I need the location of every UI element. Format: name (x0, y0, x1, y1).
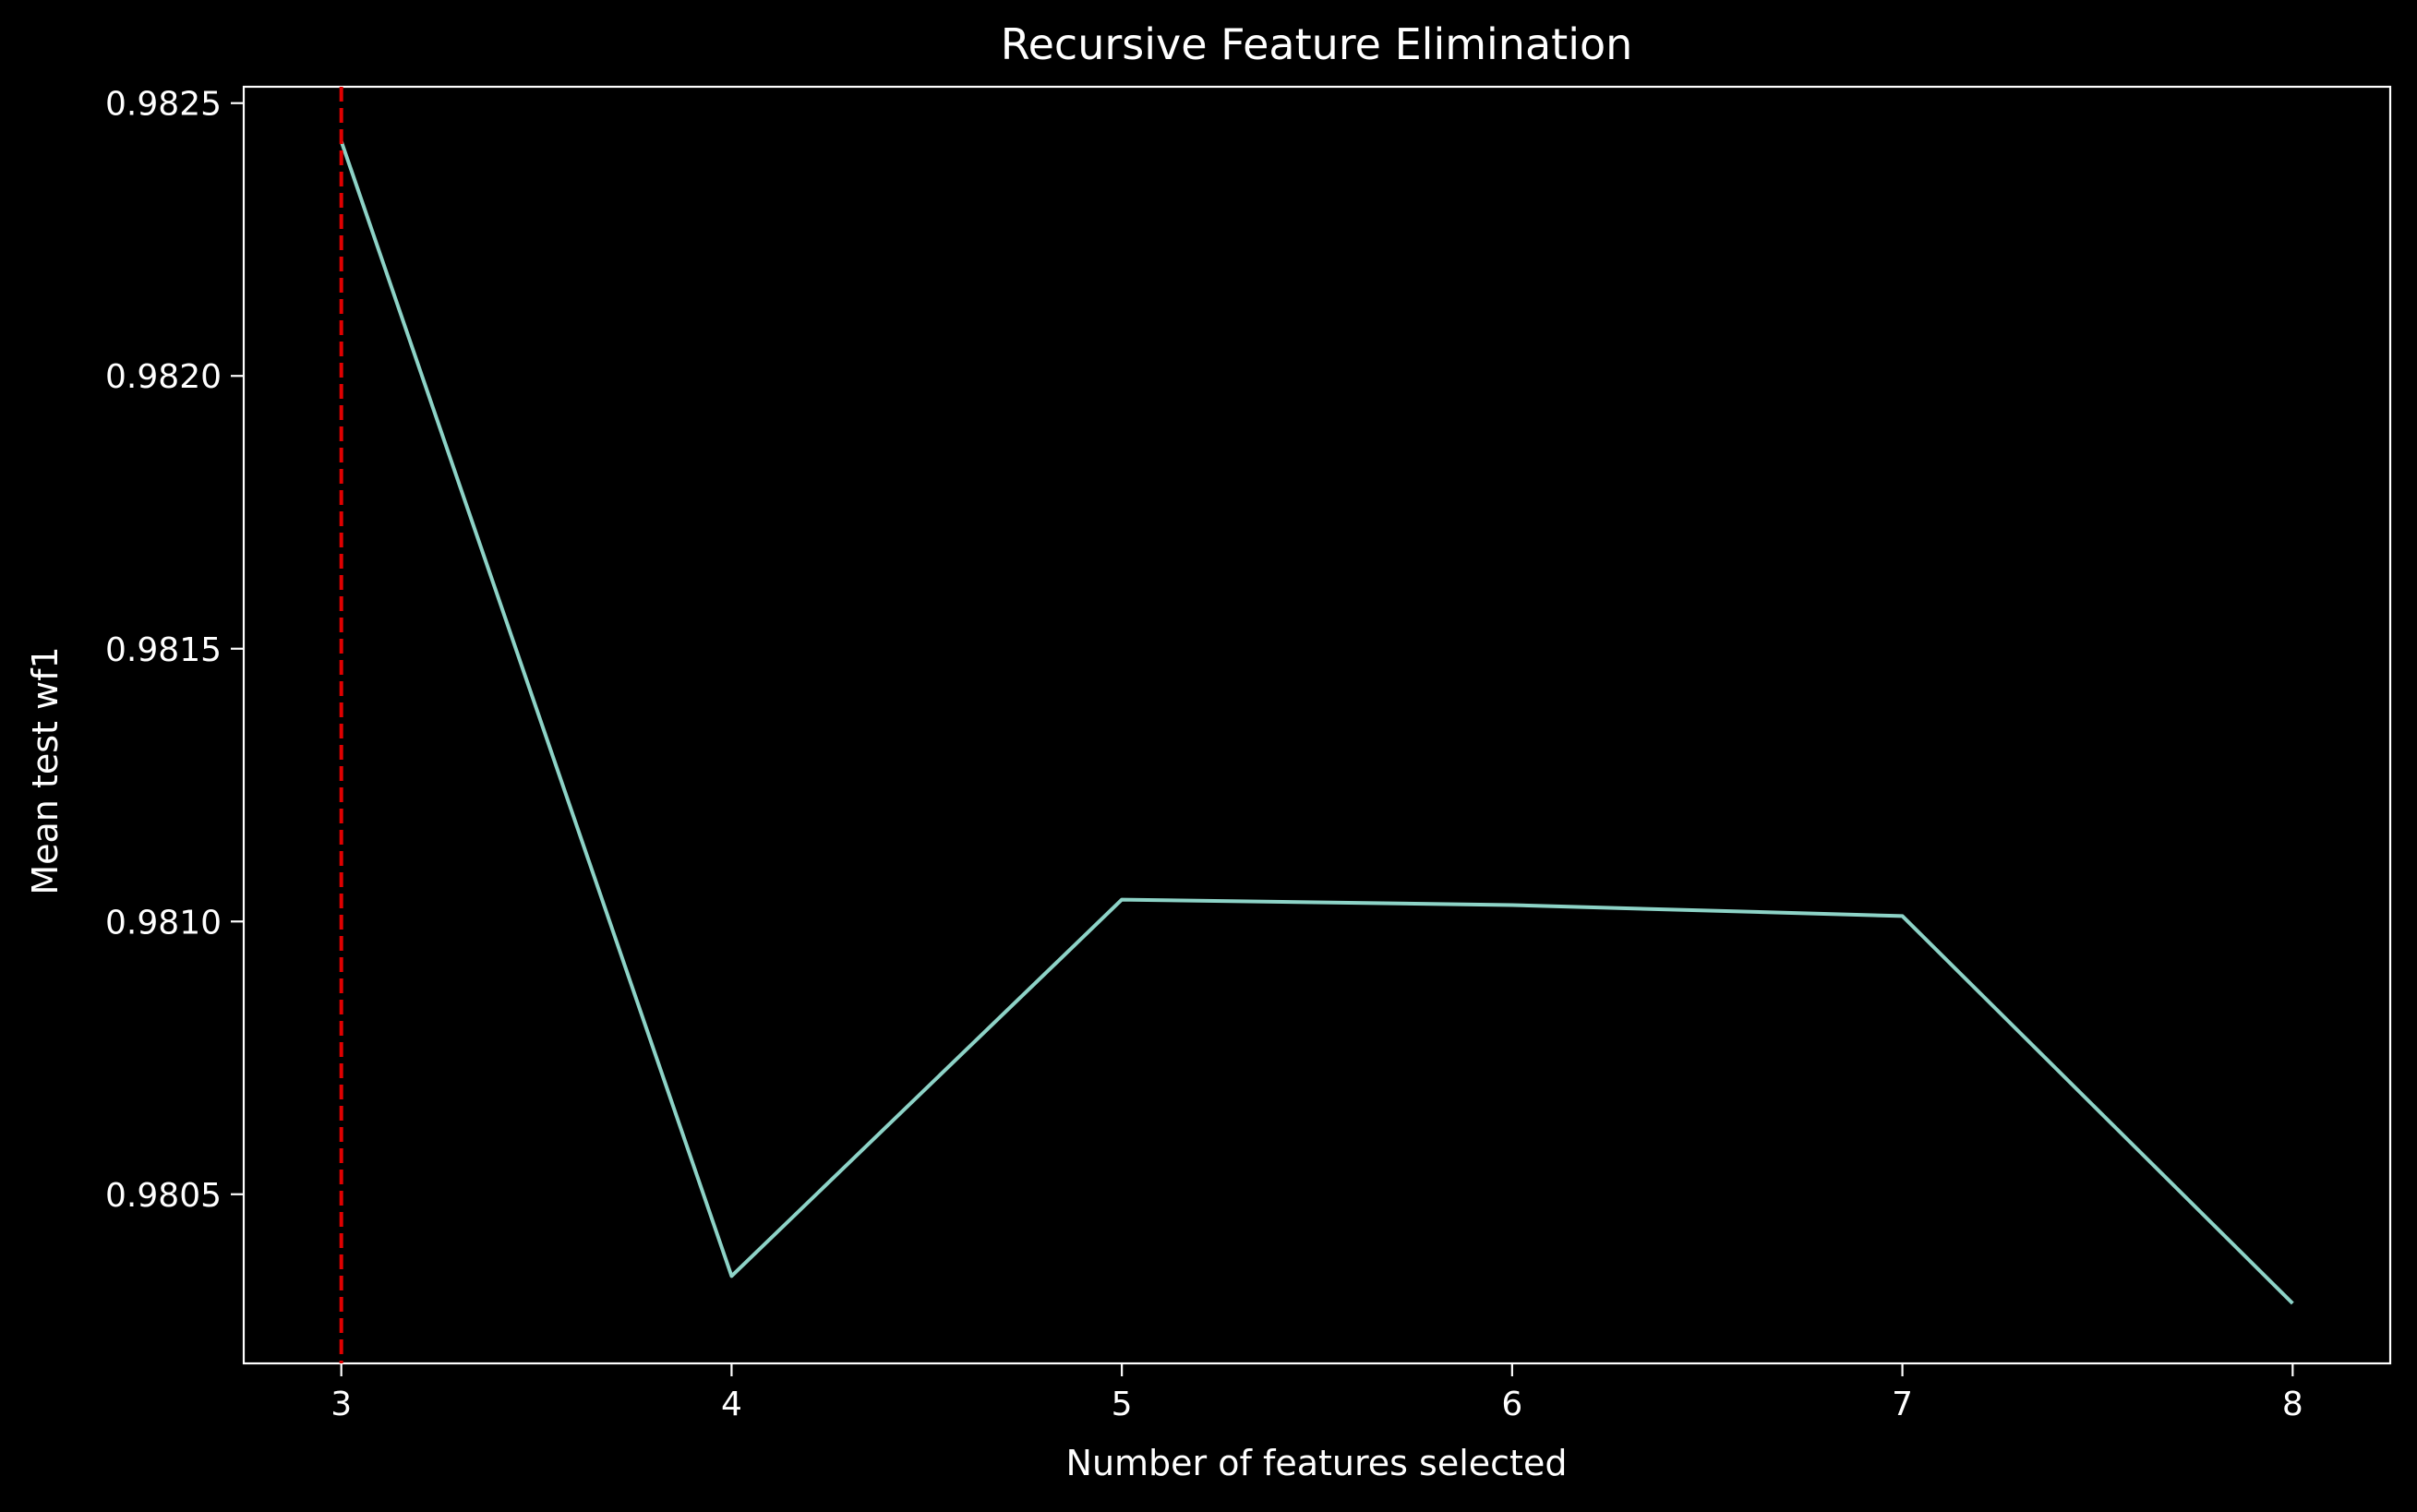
plot-area: 3 4 5 6 7 8 0.9805 0.9810 0.9815 0.9820 0.9825 (105, 85, 2392, 1423)
x-tick-label: 5 (1112, 1386, 1133, 1423)
x-tick-label: 6 (1501, 1386, 1522, 1423)
y-tick-label: 0.9805 (105, 1177, 222, 1215)
x-tick-label: 4 (721, 1386, 742, 1423)
axes-frame (242, 85, 2392, 1365)
x-tick-label: 7 (1892, 1386, 1913, 1423)
y-tick-label: 0.9825 (105, 86, 222, 124)
series-line (339, 140, 2294, 1305)
x-tick-label: 3 (331, 1386, 352, 1423)
y-axis-label: Mean test wf1 (25, 646, 66, 894)
chart-title: Recursive Feature Elimination (1001, 19, 1633, 69)
y-tick-label: 0.9820 (105, 358, 222, 396)
x-tick-label: 8 (2282, 1386, 2303, 1423)
y-tick-label: 0.9815 (105, 631, 222, 669)
x-axis-label: Number of features selected (1066, 1443, 1568, 1483)
y-tick-label: 0.9810 (105, 904, 222, 942)
